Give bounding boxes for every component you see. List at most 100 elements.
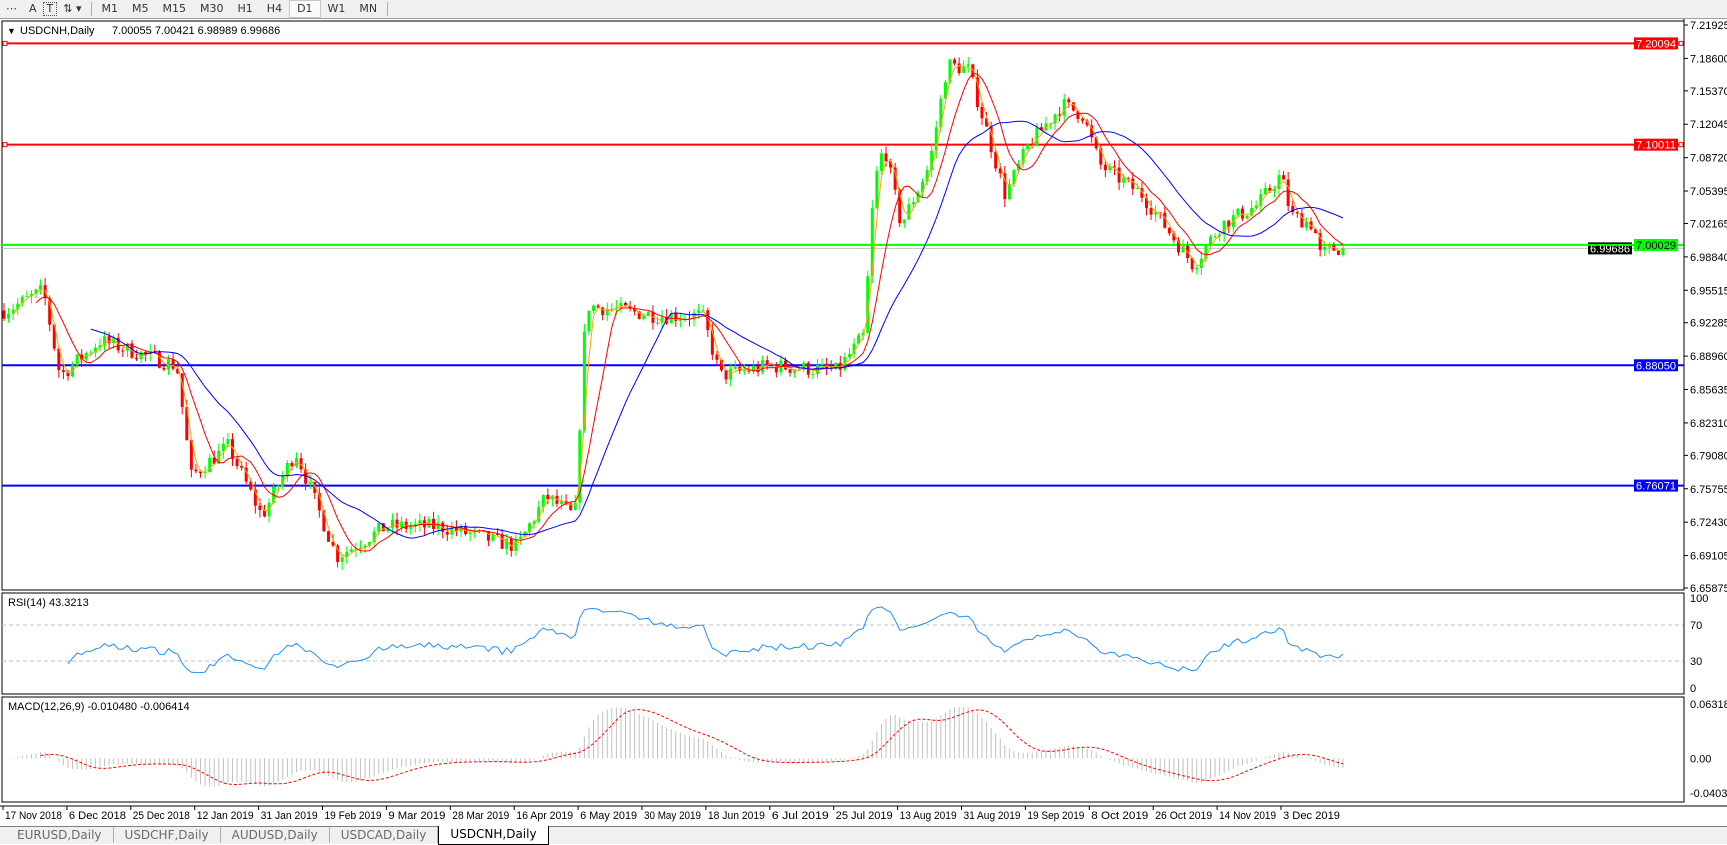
chart-window[interactable]: 6.99686 7.20094 7.10011 7.00029 6.88050 6.760…: [0, 0, 1727, 826]
text-icon[interactable]: A: [29, 2, 37, 15]
bull-candle: [1250, 208, 1254, 216]
price-tick-label: 7.18600: [1690, 53, 1727, 65]
bear-candle: [299, 458, 303, 470]
bear-candle: [1039, 127, 1043, 131]
bear-candle: [1295, 211, 1299, 214]
timeframe-mn[interactable]: MN: [359, 2, 378, 15]
bid-price-label: 6.99686: [1590, 243, 1630, 255]
bear-candle: [304, 469, 308, 484]
bear-candle: [998, 168, 1002, 174]
timeframe-m15[interactable]: M15: [162, 2, 187, 15]
bull-candle: [930, 150, 934, 170]
price-tick-label: 7.21925: [1690, 20, 1727, 32]
bull-candle: [560, 501, 564, 504]
price-tick-label: 6.72430: [1690, 517, 1727, 529]
level-price-label: 7.20094: [1636, 38, 1676, 50]
bull-candle: [678, 319, 682, 321]
bear-candle: [1094, 137, 1098, 149]
bull-candle: [1199, 258, 1203, 268]
bull-candle: [1327, 245, 1331, 247]
price-tick-label: 6.85635: [1690, 385, 1727, 397]
bull-candle: [820, 363, 824, 366]
timeframe-m30[interactable]: M30: [200, 2, 224, 15]
bear-candle: [231, 439, 234, 459]
bear-candle: [486, 531, 490, 541]
bull-candle: [692, 312, 696, 320]
bull-candle: [916, 192, 920, 203]
bull-candle: [879, 153, 883, 171]
rsi-tick-label: 100: [1690, 593, 1708, 605]
bull-candle: [921, 181, 925, 193]
bear-candle: [788, 369, 792, 373]
bull-candle: [418, 520, 422, 524]
rsi-label: RSI(14) 43.3213: [8, 597, 89, 609]
bear-candle: [171, 359, 175, 369]
timeframe-m5[interactable]: M5: [132, 2, 149, 15]
tab-usdcnh[interactable]: USDCNH,Daily: [438, 826, 549, 845]
ma-mid-line: [35, 72, 1344, 552]
tab-audusd[interactable]: AUDUSD,Daily: [221, 827, 330, 843]
bull-candle: [610, 308, 614, 310]
bear-candle: [985, 118, 989, 127]
bear-candle: [1030, 144, 1034, 146]
date-tick-label: 12 Jan 2019: [197, 810, 254, 822]
macd-tick-label: -0.040355: [1690, 788, 1727, 800]
timeframe-m1[interactable]: M1: [101, 2, 119, 15]
bear-candle: [454, 527, 458, 532]
date-tick-label: 6 Dec 2018: [69, 810, 126, 822]
bull-candle: [1222, 220, 1226, 235]
date-tick-label: 19 Feb 2019: [325, 810, 382, 822]
bull-candle: [1154, 212, 1158, 215]
bull-candle: [208, 457, 212, 473]
tab-eurusd[interactable]: EURUSD,Daily: [6, 827, 114, 843]
price-axis: 7.21925 7.18600 7.15370 7.12045 7.08720 7.053…: [1683, 19, 1727, 595]
bear-candle: [719, 359, 723, 371]
timeframe-d1[interactable]: D1: [289, 0, 321, 18]
bull-candle: [528, 523, 532, 532]
price-tick-label: 6.82310: [1690, 418, 1727, 430]
bear-candle: [157, 351, 161, 368]
bull-candle: [847, 354, 851, 357]
bear-candle: [633, 307, 637, 312]
date-tick-label: 19 Sep 2019: [1027, 810, 1084, 822]
bull-candle: [226, 439, 230, 444]
bear-candle: [48, 298, 52, 325]
bear-candle: [180, 373, 184, 408]
bear-candle: [1058, 114, 1062, 116]
grid-icon[interactable]: ⋯: [6, 2, 17, 15]
bear-candle: [1149, 207, 1153, 215]
bull-candle: [802, 362, 806, 370]
bear-candle: [290, 463, 294, 466]
bull-candle: [1053, 114, 1057, 124]
timeframe-w1[interactable]: W1: [327, 2, 346, 15]
bear-candle: [1126, 178, 1130, 180]
rsi-tick-label: 30: [1690, 656, 1702, 668]
tab-usdchf[interactable]: USDCHF,Daily: [114, 827, 221, 843]
bull-candle: [532, 521, 536, 524]
bull-candle: [89, 352, 93, 354]
bull-candle: [377, 523, 381, 532]
bull-candle: [1263, 187, 1267, 195]
ma-slow-line: [90, 120, 1344, 539]
bear-candle: [889, 161, 893, 168]
bull-candle: [550, 495, 554, 500]
bear-candle: [628, 306, 632, 308]
bear-candle: [381, 523, 385, 532]
bear-candle: [395, 519, 399, 528]
tab-usdcad[interactable]: USDCAD,Daily: [330, 827, 439, 843]
timeframe-h1[interactable]: H1: [237, 2, 253, 15]
arrows-icon[interactable]: ⇅ ▾: [63, 2, 82, 15]
bear-candle: [1131, 178, 1135, 190]
bear-candle: [674, 313, 678, 321]
date-tick-label: 31 Jan 2019: [261, 810, 318, 822]
bear-candle: [80, 354, 84, 360]
collapse-triangle-icon[interactable]: ▼: [7, 26, 16, 36]
bull-candle: [729, 368, 733, 380]
bear-candle: [1282, 175, 1286, 180]
price-tick-label: 6.79080: [1690, 450, 1727, 462]
timeframe-h4[interactable]: H4: [266, 2, 283, 15]
level-price-badge: [1634, 479, 1678, 492]
bull-candle: [902, 219, 906, 224]
text-label-icon[interactable]: T: [42, 2, 58, 16]
bear-candle: [336, 545, 340, 562]
